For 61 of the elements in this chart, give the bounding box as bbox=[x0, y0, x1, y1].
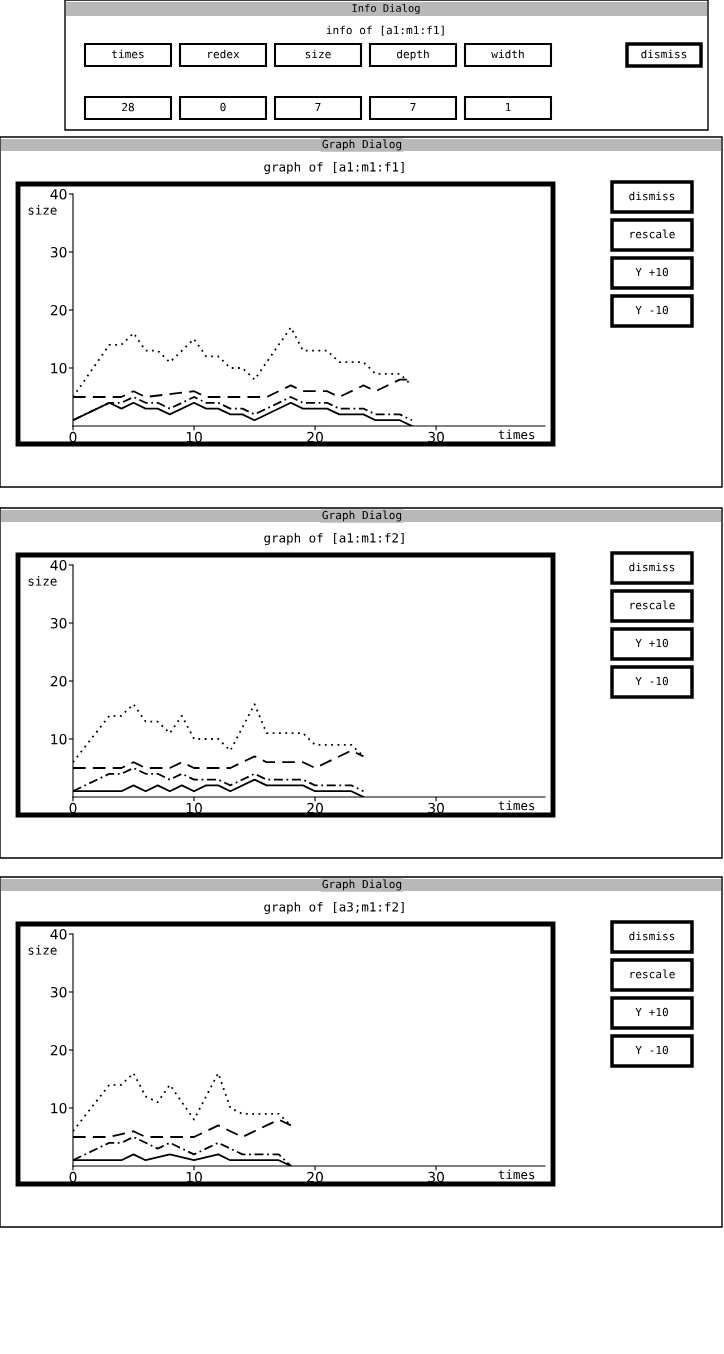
y-tick-label: 40 bbox=[50, 188, 67, 200]
text: 7 bbox=[315, 102, 321, 112]
x-tick-label: 0 bbox=[69, 431, 77, 443]
text: Info Dialog bbox=[352, 3, 420, 15]
chart-subtitle: Graph Dialog bbox=[322, 139, 402, 151]
y-tick-label: 30 bbox=[50, 246, 67, 258]
x-tick-label: 20 bbox=[307, 1171, 323, 1183]
text: rescale bbox=[630, 600, 675, 610]
text: redex bbox=[208, 49, 240, 59]
y-tick-label: 40 bbox=[50, 559, 67, 571]
chart-title: graph of [a1:m1:f1] bbox=[264, 161, 404, 175]
text: Y -10 bbox=[635, 305, 668, 315]
y-tick-label: 30 bbox=[50, 617, 67, 629]
x-axis-title: times bbox=[498, 1169, 535, 1180]
y-tick-label: 10 bbox=[51, 733, 67, 745]
x-tick-label: 0 bbox=[69, 1171, 77, 1183]
x-tick-label: 30 bbox=[428, 1171, 444, 1183]
y-axis-title: size bbox=[28, 205, 57, 215]
x-axis-title: times bbox=[498, 429, 535, 440]
text: 28 bbox=[122, 102, 134, 112]
text: 0 bbox=[220, 102, 226, 112]
y-tick-label: 20 bbox=[50, 304, 67, 316]
y-axis-title: size bbox=[28, 945, 57, 955]
text: info of [a1:m1:f1] bbox=[326, 25, 444, 36]
chart-subtitle: Graph Dialog bbox=[322, 510, 402, 522]
text: dismiss bbox=[641, 49, 687, 59]
x-tick-label: 30 bbox=[428, 431, 444, 443]
y-tick-label: 30 bbox=[50, 986, 67, 998]
x-tick-label: 20 bbox=[307, 431, 323, 443]
y-tick-label: 20 bbox=[50, 675, 67, 687]
y-axis-title: size bbox=[28, 576, 57, 586]
x-tick-label: 0 bbox=[69, 802, 77, 814]
text: Y -10 bbox=[635, 1045, 668, 1055]
text: Y -10 bbox=[635, 676, 668, 686]
text: depth bbox=[396, 49, 429, 61]
chart-title: graph of [a3;m1:f2] bbox=[264, 901, 404, 915]
x-axis-title: times bbox=[498, 800, 535, 811]
text: times bbox=[111, 49, 144, 59]
x-tick-label: 20 bbox=[307, 802, 323, 814]
text: Y +10 bbox=[635, 638, 668, 648]
text: 1 bbox=[505, 102, 511, 112]
text: size bbox=[305, 49, 331, 59]
chart-subtitle: Graph Dialog bbox=[322, 879, 402, 891]
text: rescale bbox=[630, 969, 675, 979]
text: Y +10 bbox=[635, 1007, 668, 1017]
chart-title: graph of [a1:m1:f2] bbox=[264, 532, 404, 546]
y-tick-label: 20 bbox=[50, 1044, 67, 1056]
text: dismiss bbox=[629, 562, 675, 572]
text: dismiss bbox=[629, 931, 675, 941]
y-tick-label: 10 bbox=[51, 1102, 67, 1114]
x-tick-label: 30 bbox=[428, 802, 444, 814]
x-tick-label: 10 bbox=[186, 431, 202, 443]
text: dismiss bbox=[629, 191, 675, 201]
text: Y +10 bbox=[635, 267, 668, 277]
x-tick-label: 10 bbox=[186, 1171, 202, 1183]
text: width bbox=[491, 49, 524, 59]
x-tick-label: 10 bbox=[186, 802, 202, 814]
text: 7 bbox=[410, 102, 416, 112]
text: rescale bbox=[630, 229, 675, 239]
y-tick-label: 10 bbox=[51, 362, 67, 374]
y-tick-label: 40 bbox=[50, 928, 67, 940]
